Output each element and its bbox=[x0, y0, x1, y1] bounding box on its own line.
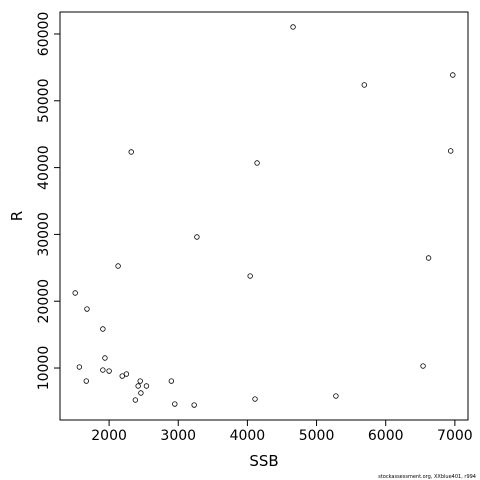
point bbox=[252, 396, 258, 402]
point bbox=[420, 363, 426, 369]
y-tick-label: 10000 bbox=[36, 346, 52, 391]
point bbox=[333, 393, 339, 399]
point bbox=[76, 364, 83, 370]
point bbox=[123, 371, 130, 377]
point bbox=[115, 263, 121, 269]
caption: stockassessment.org, XXblue401, r994 bbox=[378, 474, 476, 480]
point bbox=[168, 378, 175, 384]
point bbox=[254, 160, 260, 166]
point bbox=[450, 72, 456, 78]
point bbox=[84, 306, 90, 312]
point bbox=[361, 82, 367, 88]
x-axis-label: SSB bbox=[249, 452, 278, 470]
y-tick-label: 30000 bbox=[36, 212, 52, 257]
y-axis-label: R bbox=[8, 211, 26, 221]
point bbox=[119, 373, 125, 379]
point bbox=[172, 401, 178, 407]
point bbox=[191, 402, 197, 408]
point bbox=[128, 149, 134, 155]
point bbox=[135, 383, 141, 389]
x-tick-label: 4000 bbox=[230, 428, 266, 444]
point bbox=[194, 234, 200, 240]
point bbox=[290, 24, 296, 30]
y-tick-label: 50000 bbox=[36, 79, 52, 124]
y-tick-label: 20000 bbox=[36, 279, 52, 324]
point bbox=[425, 255, 432, 261]
point bbox=[72, 290, 78, 296]
x-tick-label: 2000 bbox=[91, 428, 127, 444]
x-tick-label: 7000 bbox=[437, 428, 473, 444]
point bbox=[138, 390, 144, 396]
point bbox=[106, 368, 112, 374]
point bbox=[102, 355, 108, 361]
point bbox=[247, 273, 253, 279]
point bbox=[132, 397, 139, 403]
x-tick-label: 3000 bbox=[160, 428, 196, 444]
point bbox=[448, 148, 454, 154]
point bbox=[100, 326, 106, 332]
point bbox=[100, 367, 106, 373]
y-tick-label: 40000 bbox=[36, 145, 52, 190]
x-tick-label: 6000 bbox=[368, 428, 404, 444]
y-tick-label: 60000 bbox=[36, 12, 52, 57]
point bbox=[143, 383, 150, 389]
point bbox=[83, 378, 89, 384]
plot-frame bbox=[59, 11, 469, 421]
x-tick-label: 5000 bbox=[299, 428, 335, 444]
point bbox=[137, 378, 143, 384]
